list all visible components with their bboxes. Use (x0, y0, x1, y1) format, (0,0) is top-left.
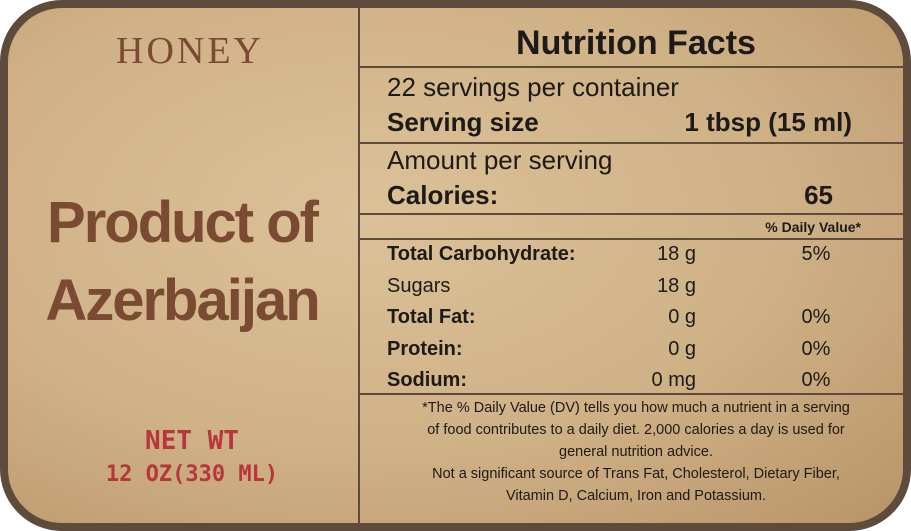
brand: HONEY (116, 30, 264, 72)
nutrient-dv: 5% (801, 243, 831, 265)
nutrient-amount: 0 g (668, 337, 696, 360)
divider (358, 8, 360, 523)
nutrient-dv: 0% (801, 306, 831, 328)
nutrient-name: Total Fat: (387, 306, 476, 328)
nutrient-amount: 0 mg (651, 369, 696, 391)
nutrient-name: Total Carbohydrate: (387, 243, 576, 265)
rule (358, 142, 903, 144)
serving-size-label: Serving size (387, 107, 539, 137)
nutrient-amount: 18 g (657, 274, 696, 297)
footnote-line: Not a significant source of Trans Fat, C… (432, 466, 840, 482)
origin-line: Azerbaijan (45, 268, 320, 333)
amount-per-serving: Amount per serving (387, 145, 613, 175)
rule (358, 393, 903, 395)
footnote-line: Vitamin D, Calcium, Iron and Potassium. (505, 488, 767, 504)
servings: 22 servings per container (387, 72, 679, 102)
footnote-line: general nutrition advice. (559, 444, 713, 460)
daily-value-header: % Daily Value* (765, 219, 861, 235)
rule (358, 213, 903, 215)
origin-line: Product of (47, 190, 319, 255)
nutrient-amount: 18 g (657, 243, 696, 265)
rule (358, 238, 903, 240)
nutrient-name: Sodium: (387, 369, 467, 391)
calories-label: Calories: (387, 180, 499, 210)
net-weight: 12 OZ(330 ML) (105, 462, 279, 487)
nutrient-dv: 0% (801, 369, 831, 391)
nutrient-amount: 0 g (668, 306, 696, 328)
footnote-line: of food contributes to a daily diet. 2,0… (427, 422, 845, 438)
title: Nutrition Facts (516, 24, 756, 62)
serving-size: 1 tbsp (15 ml) (684, 107, 852, 137)
calories: 65 (804, 180, 833, 210)
nutrient-name: Sugars (387, 274, 451, 297)
nutrient-name: Protein: (387, 337, 463, 360)
net-weight-label: NET WT (145, 426, 239, 456)
rule (358, 66, 903, 68)
nutrient-dv: 0% (801, 337, 831, 360)
footnote-line: *The % Daily Value (DV) tells you how mu… (422, 400, 850, 416)
